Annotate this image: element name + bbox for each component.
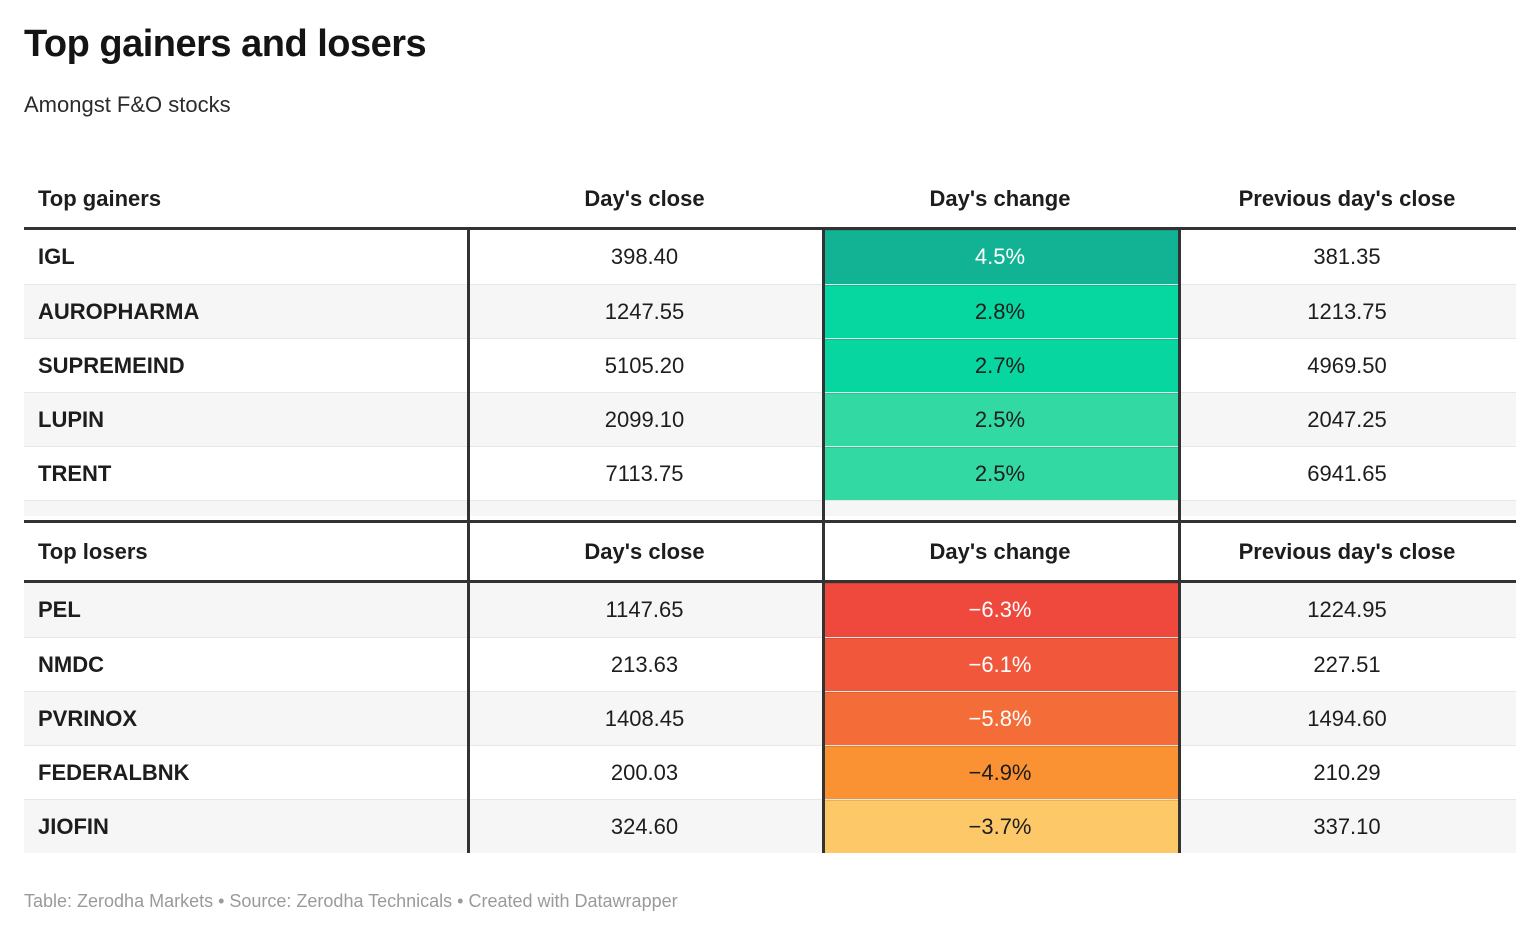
table-row: FEDERALBNK 200.03 −4.9% 210.29 <box>24 745 1516 799</box>
days-close-cell: 1147.65 <box>605 597 684 622</box>
empty-spacer-row <box>24 500 1516 516</box>
prev-close-cell: 6941.65 <box>1307 460 1387 486</box>
days-close-cell: 324.60 <box>610 813 679 839</box>
stock-symbol-cell: NMDC <box>38 651 104 677</box>
stock-symbol-cell: PVRINOX <box>38 705 138 731</box>
table-row: PVRINOX 1408.45 −5.8% 1494.60 <box>24 691 1516 745</box>
column-header-days-close: Day's close <box>584 538 705 564</box>
days-change-cell: −6.1% <box>822 638 1178 691</box>
stock-symbol-cell: PEL <box>38 597 81 622</box>
stock-symbol-cell: JIOFIN <box>38 813 109 839</box>
table-row: SUPREMEIND 5105.20 2.7% 4969.50 <box>24 338 1516 392</box>
prev-close-cell: 2047.25 <box>1307 406 1387 432</box>
days-close-cell: 2099.10 <box>604 406 685 432</box>
stock-symbol-cell: LUPIN <box>38 406 104 432</box>
stock-symbol-cell: FEDERALBNK <box>38 759 190 785</box>
days-close-cell: 1408.45 <box>604 705 685 731</box>
table-row: NMDC 213.63 −6.1% 227.51 <box>24 637 1516 691</box>
prev-close-cell: 210.29 <box>1313 759 1381 785</box>
column-divider <box>467 230 470 853</box>
column-header-previous-days-close: Previous day's close <box>1238 185 1456 211</box>
column-header-previous-days-close: Previous day's close <box>1238 538 1456 564</box>
stock-symbol-cell: TRENT <box>38 460 112 486</box>
days-close-cell: 5105.20 <box>604 352 685 378</box>
days-change-cell: 2.5% <box>822 447 1178 500</box>
days-change-cell: −4.9% <box>822 746 1178 799</box>
prev-close-cell: 1213.75 <box>1307 298 1387 324</box>
stock-symbol-cell: SUPREMEIND <box>38 352 185 378</box>
column-header-days-close: Day's close <box>584 185 705 211</box>
days-change-cell: 2.8% <box>822 285 1178 338</box>
section-gap <box>24 516 1516 520</box>
days-change-cell: 2.5% <box>822 393 1178 446</box>
table-row: IGL 398.40 4.5% 381.35 <box>24 230 1516 284</box>
losers-header-row: Top losers Day's close Day's change Prev… <box>24 520 1516 583</box>
days-change-cell: −6.3% <box>822 583 1178 637</box>
days-close-cell: 7113.75 <box>605 460 684 486</box>
days-change-cell: 4.5% <box>822 230 1178 284</box>
column-header-top-losers: Top losers <box>38 538 148 564</box>
days-change-cell: −3.7% <box>822 800 1178 853</box>
table-row: LUPIN 2099.10 2.5% 2047.25 <box>24 392 1516 446</box>
column-header-top-gainers: Top gainers <box>38 185 162 211</box>
column-divider <box>822 230 825 853</box>
days-change-cell: −5.8% <box>822 692 1178 745</box>
column-divider <box>1178 230 1181 853</box>
table-footer-attribution: Table: Zerodha Markets • Source: Zerodha… <box>24 891 678 911</box>
table-row: TRENT 7113.75 2.5% 6941.65 <box>24 446 1516 500</box>
datawrapper-table-page: Top gainers and losers Amongst F&O stock… <box>24 23 1516 911</box>
table-row: PEL 1147.65 −6.3% 1224.95 <box>24 583 1516 637</box>
prev-close-cell: 1494.60 <box>1307 705 1387 731</box>
losers-rows: PEL 1147.65 −6.3% 1224.95 NMDC 213.63 −6… <box>24 583 1516 853</box>
column-header-days-change: Day's change <box>929 185 1071 211</box>
stock-symbol-cell: AUROPHARMA <box>38 298 200 324</box>
page-subtitle: Amongst F&O stocks <box>24 92 231 117</box>
page-title: Top gainers and losers <box>24 23 427 65</box>
prev-close-cell: 337.10 <box>1313 813 1381 839</box>
column-header-days-change: Day's change <box>929 538 1071 564</box>
days-close-cell: 398.40 <box>610 244 679 269</box>
stock-symbol-cell: IGL <box>38 244 75 269</box>
days-close-cell: 1247.55 <box>604 298 685 324</box>
gainers-rows: IGL 398.40 4.5% 381.35 AUROPHARMA 1247.5… <box>24 230 1516 500</box>
days-close-cell: 213.63 <box>610 651 679 677</box>
gainers-losers-table: Top gainers Day's close Day's change Pre… <box>24 170 1516 853</box>
gainers-header-row: Top gainers Day's close Day's change Pre… <box>24 170 1516 230</box>
table-row: AUROPHARMA 1247.55 2.8% 1213.75 <box>24 284 1516 338</box>
prev-close-cell: 4969.50 <box>1307 352 1387 378</box>
table-row: JIOFIN 324.60 −3.7% 337.10 <box>24 799 1516 853</box>
days-change-cell: 2.7% <box>822 339 1178 392</box>
days-close-cell: 200.03 <box>610 759 679 785</box>
prev-close-cell: 381.35 <box>1313 244 1381 269</box>
prev-close-cell: 1224.95 <box>1307 597 1387 622</box>
prev-close-cell: 227.51 <box>1313 651 1381 677</box>
